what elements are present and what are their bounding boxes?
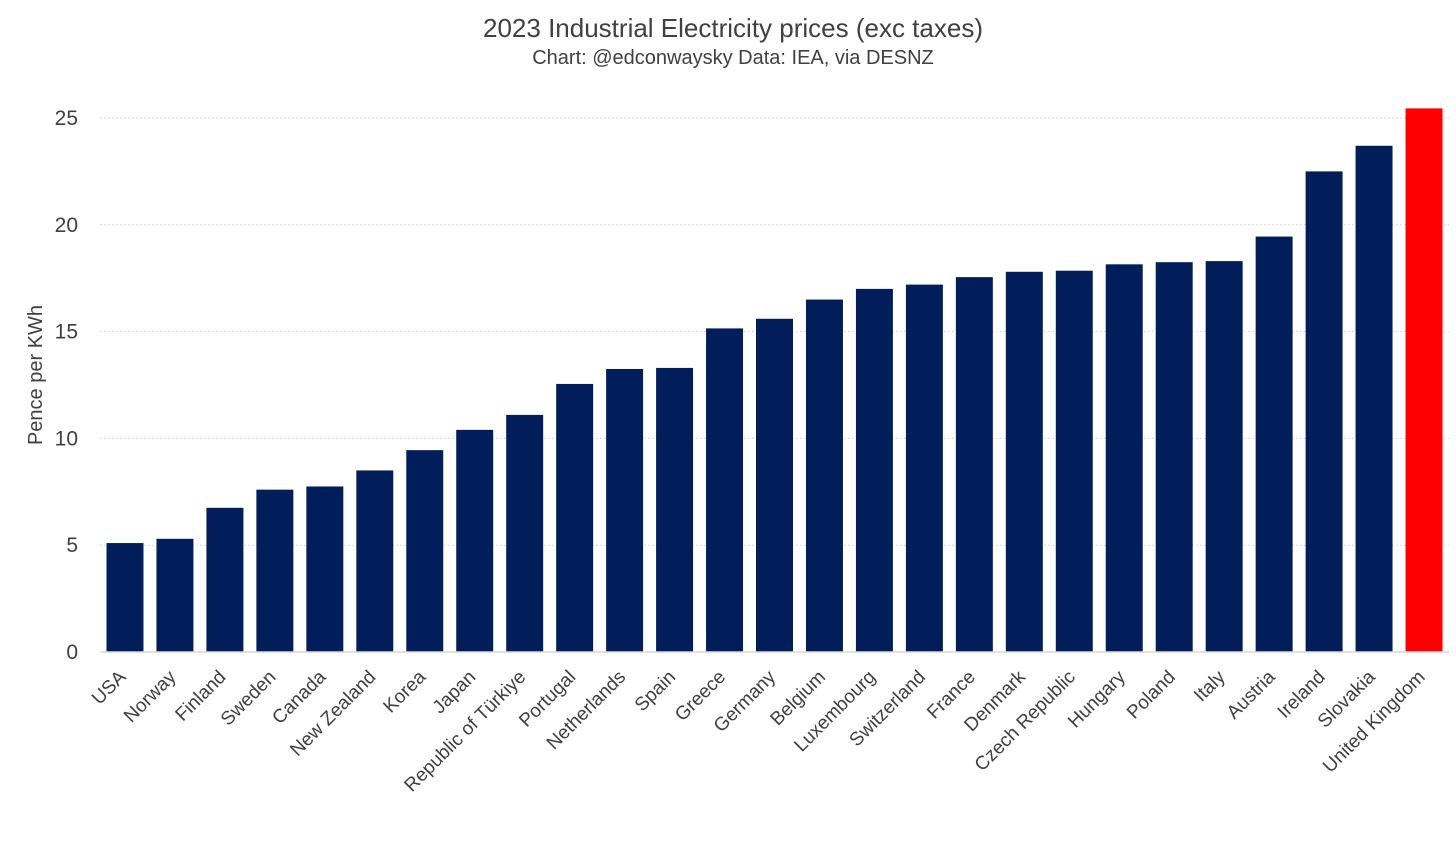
bar xyxy=(1155,262,1193,652)
bar xyxy=(706,328,744,652)
y-tick-label: 15 xyxy=(55,321,78,344)
bar xyxy=(855,288,893,652)
y-tick-label: 0 xyxy=(66,641,78,664)
bar xyxy=(905,284,943,652)
y-tick-labels: 0 5 10 15 20 25 xyxy=(55,107,78,664)
bar xyxy=(1105,264,1143,652)
bar xyxy=(1405,108,1443,652)
bar xyxy=(156,538,194,652)
x-tick-label: USA xyxy=(88,666,131,709)
x-tick-label: Korea xyxy=(380,666,431,717)
chart-title: 2023 Industrial Electricity prices (exc … xyxy=(483,13,983,43)
bar xyxy=(606,368,644,652)
bar xyxy=(456,429,494,652)
bar xyxy=(356,470,394,652)
bar xyxy=(1205,261,1243,652)
bar xyxy=(1055,270,1093,652)
bar xyxy=(1355,145,1393,652)
bars xyxy=(106,108,1443,652)
bar xyxy=(1005,271,1043,652)
bar xyxy=(805,299,843,652)
bar xyxy=(206,507,244,652)
x-tick-label: Poland xyxy=(1123,667,1180,724)
bar xyxy=(656,367,694,652)
x-tick-label: Norway xyxy=(120,666,181,727)
x-tick-label: Italy xyxy=(1190,666,1230,706)
bar xyxy=(256,489,294,652)
y-axis-label: Pence per KWh xyxy=(25,305,47,445)
x-tick-label: Sweden xyxy=(217,667,280,730)
y-tick-label: 25 xyxy=(55,107,78,130)
bar xyxy=(306,486,344,652)
bar xyxy=(1305,171,1343,652)
bar xyxy=(406,450,444,652)
x-tick-label: Austria xyxy=(1223,666,1280,723)
bar xyxy=(556,383,594,652)
chart-subtitle: Chart: @edconwaysky Data: IEA, via DESNZ xyxy=(532,47,934,69)
y-tick-label: 5 xyxy=(66,534,78,557)
bar xyxy=(955,277,993,652)
bar xyxy=(1255,236,1293,652)
y-tick-label: 20 xyxy=(55,214,78,237)
bar xyxy=(506,414,544,652)
bar xyxy=(106,543,144,652)
bar xyxy=(756,318,793,652)
y-tick-label: 10 xyxy=(55,427,78,450)
